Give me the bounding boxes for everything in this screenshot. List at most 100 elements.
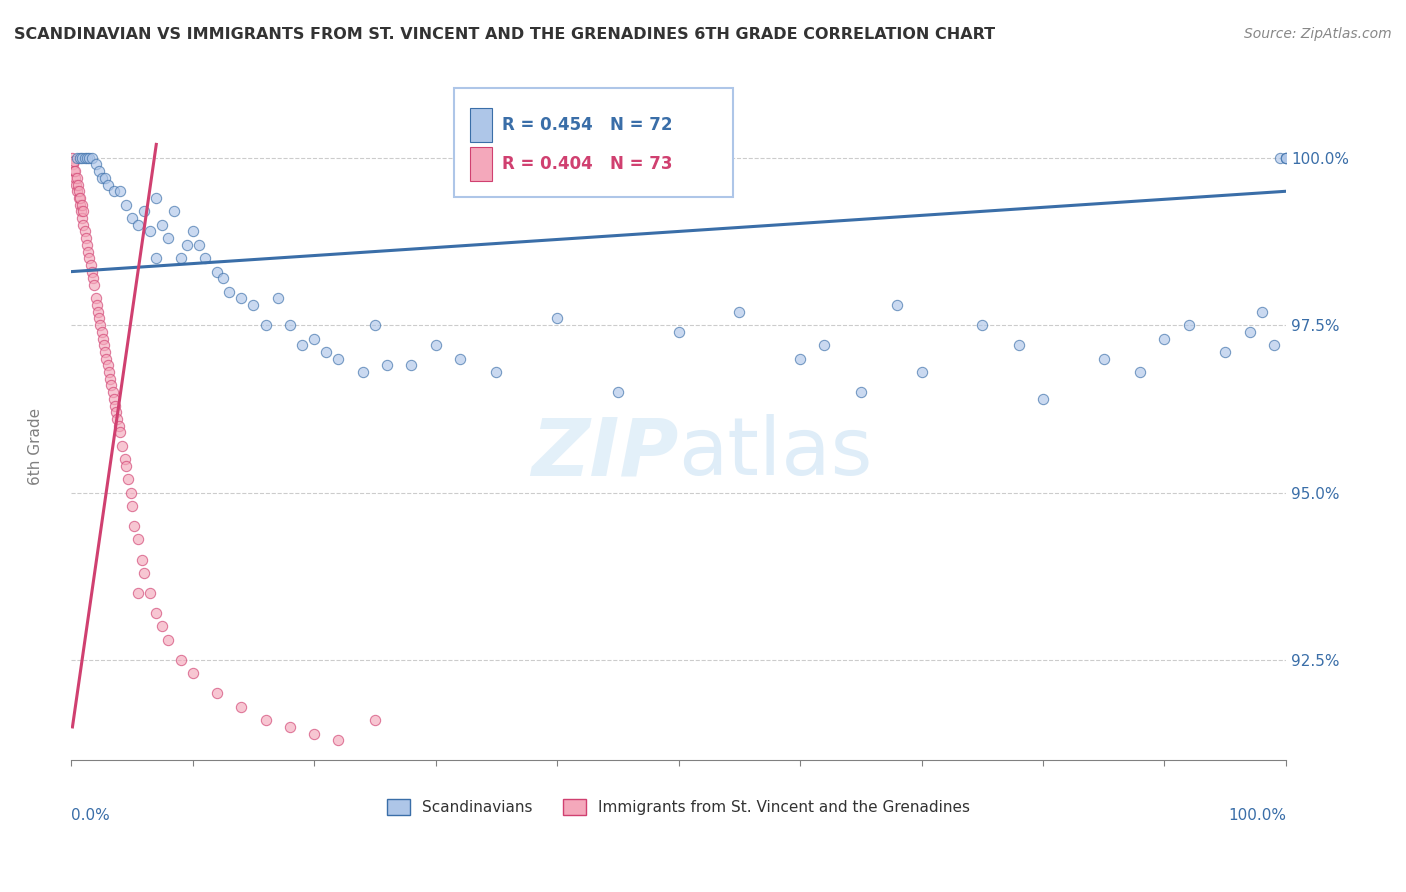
Text: 0.0%: 0.0% [72, 808, 110, 823]
Point [98, 372, 121, 386]
Point [1153, 332, 1175, 346]
Point [70, 211, 93, 225]
Point [65, 178, 87, 192]
Point [79, 258, 101, 272]
Point [150, 619, 173, 633]
Point [291, 338, 314, 352]
Point [84, 157, 107, 171]
Point [96, 351, 118, 366]
Point [115, 197, 138, 211]
Point [668, 325, 690, 339]
Point [87, 305, 110, 319]
Point [886, 298, 908, 312]
Point [82, 271, 104, 285]
Point [70, 197, 93, 211]
Point [181, 666, 204, 681]
Point [117, 472, 139, 486]
Point [84, 292, 107, 306]
Point [76, 237, 98, 252]
Point [69, 191, 91, 205]
Point [80, 265, 103, 279]
Point [176, 237, 198, 252]
Point [69, 197, 91, 211]
Point [89, 318, 111, 333]
Point [1275, 151, 1298, 165]
Point [89, 311, 111, 326]
Point [181, 224, 204, 238]
Point [972, 318, 994, 333]
Point [157, 231, 180, 245]
Point [105, 412, 128, 426]
Bar [470, 147, 492, 181]
Point [1129, 365, 1152, 379]
Point [91, 332, 114, 346]
Point [242, 298, 264, 312]
Point [485, 365, 508, 379]
Point [69, 151, 91, 165]
Point [115, 458, 138, 473]
Point [375, 359, 398, 373]
Point [328, 351, 350, 366]
Point [120, 485, 142, 500]
Point [278, 720, 301, 734]
Point [134, 204, 156, 219]
Point [124, 519, 146, 533]
Point [73, 224, 96, 238]
Point [67, 184, 90, 198]
Point [105, 405, 128, 419]
Point [139, 224, 162, 238]
Point [108, 425, 131, 440]
Point [114, 452, 136, 467]
Point [62, 151, 84, 165]
Point [231, 292, 253, 306]
Point [65, 164, 87, 178]
Point [205, 265, 228, 279]
Point [425, 338, 447, 352]
Point [254, 713, 277, 727]
Point [364, 318, 387, 333]
Point [145, 251, 167, 265]
Point [1178, 318, 1201, 333]
Point [121, 211, 143, 225]
Point [449, 351, 471, 366]
Point [187, 237, 209, 252]
Point [205, 686, 228, 700]
Text: R = 0.454   N = 72: R = 0.454 N = 72 [502, 116, 673, 135]
Point [546, 311, 568, 326]
Legend: Scandinavians, Immigrants from St. Vincent and the Grenadines: Scandinavians, Immigrants from St. Vince… [381, 793, 976, 821]
Text: R = 0.404   N = 73: R = 0.404 N = 73 [502, 155, 673, 173]
Point [169, 653, 191, 667]
Point [1250, 305, 1272, 319]
Point [157, 632, 180, 647]
Point [97, 359, 120, 373]
Point [813, 338, 835, 352]
Point [1275, 151, 1298, 165]
Point [267, 292, 290, 306]
FancyBboxPatch shape [454, 87, 734, 197]
Point [1032, 392, 1054, 406]
Point [80, 151, 103, 165]
Point [1239, 325, 1261, 339]
Bar [470, 108, 492, 143]
Point [107, 418, 129, 433]
Point [401, 359, 423, 373]
Point [100, 378, 122, 392]
Point [218, 285, 240, 299]
Point [145, 606, 167, 620]
Point [131, 552, 153, 566]
Point [86, 298, 108, 312]
Point [212, 271, 235, 285]
Point [1268, 151, 1291, 165]
Point [127, 586, 149, 600]
Point [1275, 151, 1298, 165]
Text: 100.0%: 100.0% [1227, 808, 1286, 823]
Point [127, 218, 149, 232]
Point [328, 733, 350, 747]
Point [111, 439, 134, 453]
Point [79, 151, 101, 165]
Point [139, 586, 162, 600]
Point [302, 726, 325, 740]
Point [94, 345, 117, 359]
Point [77, 244, 100, 259]
Point [315, 345, 337, 359]
